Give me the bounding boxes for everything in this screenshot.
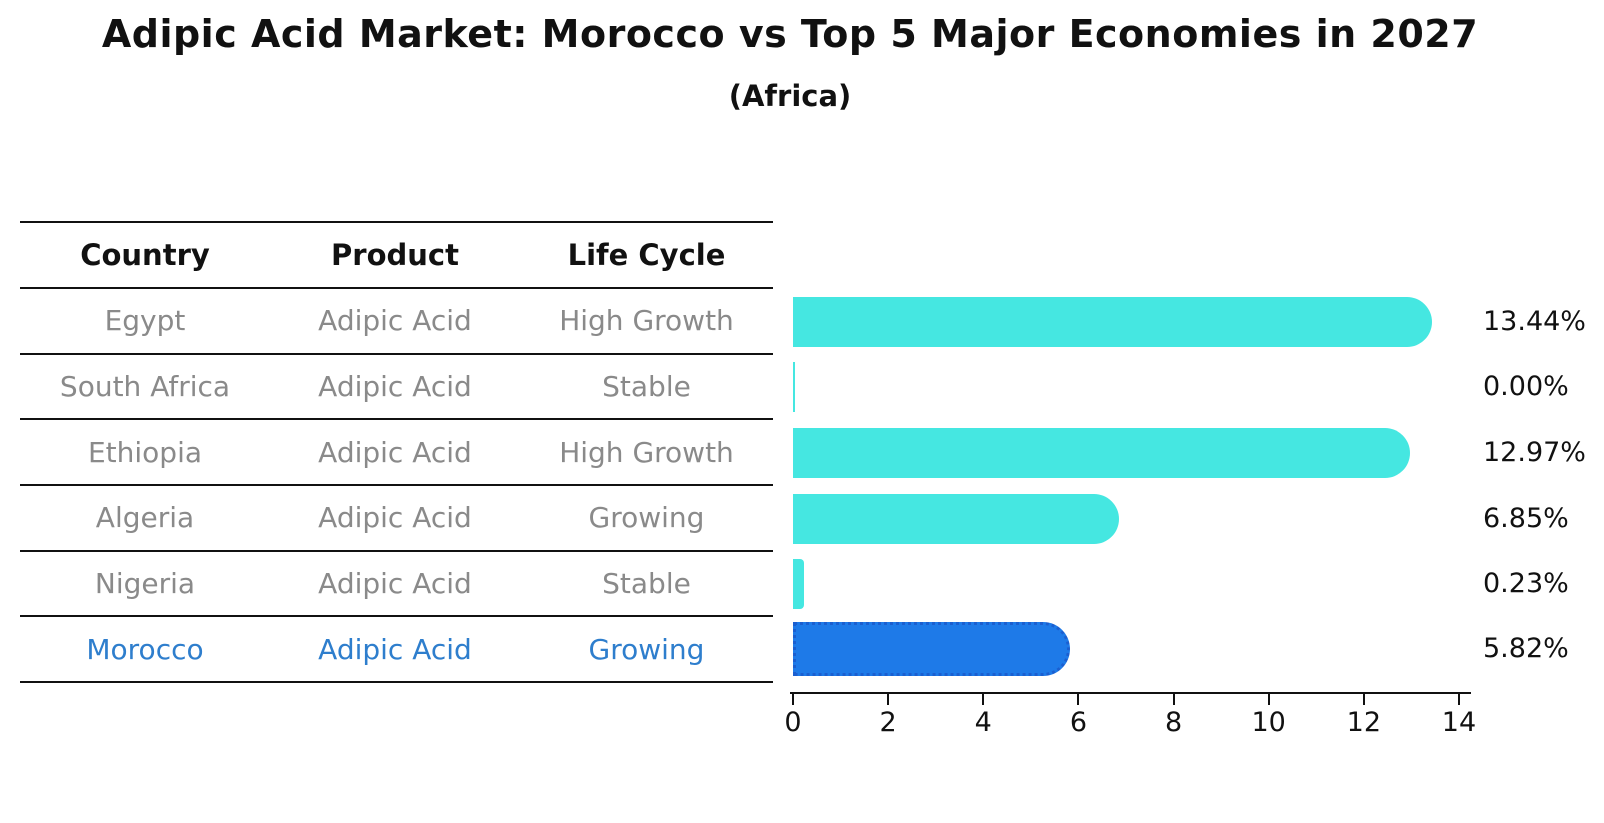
page-subtitle: (Africa)	[728, 79, 852, 113]
column-header-life-cycle: Life Cycle	[567, 238, 726, 272]
x-tick-label: 8	[1164, 707, 1183, 738]
table-row: Egypt Adipic Acid High Growth	[20, 289, 773, 355]
cell-life-cycle: High Growth	[559, 435, 734, 469]
x-axis-tick: 8	[1165, 694, 1182, 738]
bar-algeria	[793, 494, 1119, 544]
bar-nigeria	[793, 559, 804, 609]
cell-country: Algeria	[95, 501, 195, 535]
bar-value-label: 0.00%	[1483, 371, 1569, 402]
x-tick-label: 6	[1069, 707, 1087, 738]
x-tick-label: 10	[1251, 707, 1286, 738]
bar-value-label: 0.23%	[1483, 568, 1569, 599]
page-title: Adipic Acid Market: Morocco vs Top 5 Maj…	[101, 12, 1479, 56]
x-tick-label: 0	[784, 707, 802, 738]
x-tick-label: 12	[1346, 707, 1382, 738]
bar-egypt	[793, 297, 1433, 347]
cell-product: Adipic Acid	[318, 632, 472, 666]
x-axis-tick: 14	[1442, 694, 1476, 738]
column-header-country: Country	[80, 238, 210, 272]
cell-country: Ethiopia	[87, 435, 203, 469]
cell-country: Egypt	[104, 304, 186, 338]
bar-value-label: 5.82%	[1483, 633, 1569, 664]
cell-life-cycle: Stable	[602, 370, 691, 404]
bar-south-africa	[793, 362, 795, 412]
cell-life-cycle: Stable	[602, 567, 691, 601]
x-axis-tick: 0	[784, 694, 802, 738]
x-axis-line	[790, 692, 1471, 694]
bar-value-label: 13.44%	[1483, 306, 1586, 337]
table-header-row: Country Product Life Cycle	[20, 223, 773, 289]
x-axis-tick: 10	[1252, 694, 1286, 738]
cell-product: Adipic Acid	[318, 435, 472, 469]
x-tick-label: 14	[1441, 707, 1477, 738]
bar-value-label: 6.85%	[1483, 503, 1569, 534]
bar-value-label: 12.97%	[1483, 437, 1586, 468]
x-axis-tick: 4	[975, 694, 992, 738]
cell-country: Morocco	[86, 632, 204, 666]
country-table: Country Product Life Cycle Egypt Adipic …	[20, 221, 773, 684]
cell-life-cycle: High Growth	[559, 304, 734, 338]
x-axis-tick: 2	[880, 694, 897, 738]
table-row-morocco: Morocco Adipic Acid Growing	[20, 617, 773, 684]
x-axis-tick: 6	[1070, 694, 1087, 738]
cell-country: South Africa	[59, 370, 231, 404]
cell-life-cycle: Growing	[588, 632, 705, 666]
table-row: Ethiopia Adipic Acid High Growth	[20, 420, 773, 487]
table-row: Algeria Adipic Acid Growing	[20, 486, 773, 552]
cell-life-cycle: Growing	[588, 501, 705, 535]
cell-product: Adipic Acid	[318, 304, 472, 338]
cell-country: Nigeria	[94, 567, 196, 601]
cell-product: Adipic Acid	[318, 567, 472, 601]
table-row: South Africa Adipic Acid Stable	[20, 355, 773, 421]
x-tick-label: 2	[879, 707, 897, 738]
column-header-product: Product	[331, 238, 459, 272]
cell-product: Adipic Acid	[318, 501, 472, 535]
table-row: Nigeria Adipic Acid Stable	[20, 552, 773, 618]
bar-morocco	[793, 622, 1070, 676]
x-axis-tick: 12	[1347, 694, 1381, 738]
bar-ethiopia	[793, 428, 1410, 478]
cell-product: Adipic Acid	[318, 370, 472, 404]
x-tick-label: 4	[974, 707, 992, 738]
